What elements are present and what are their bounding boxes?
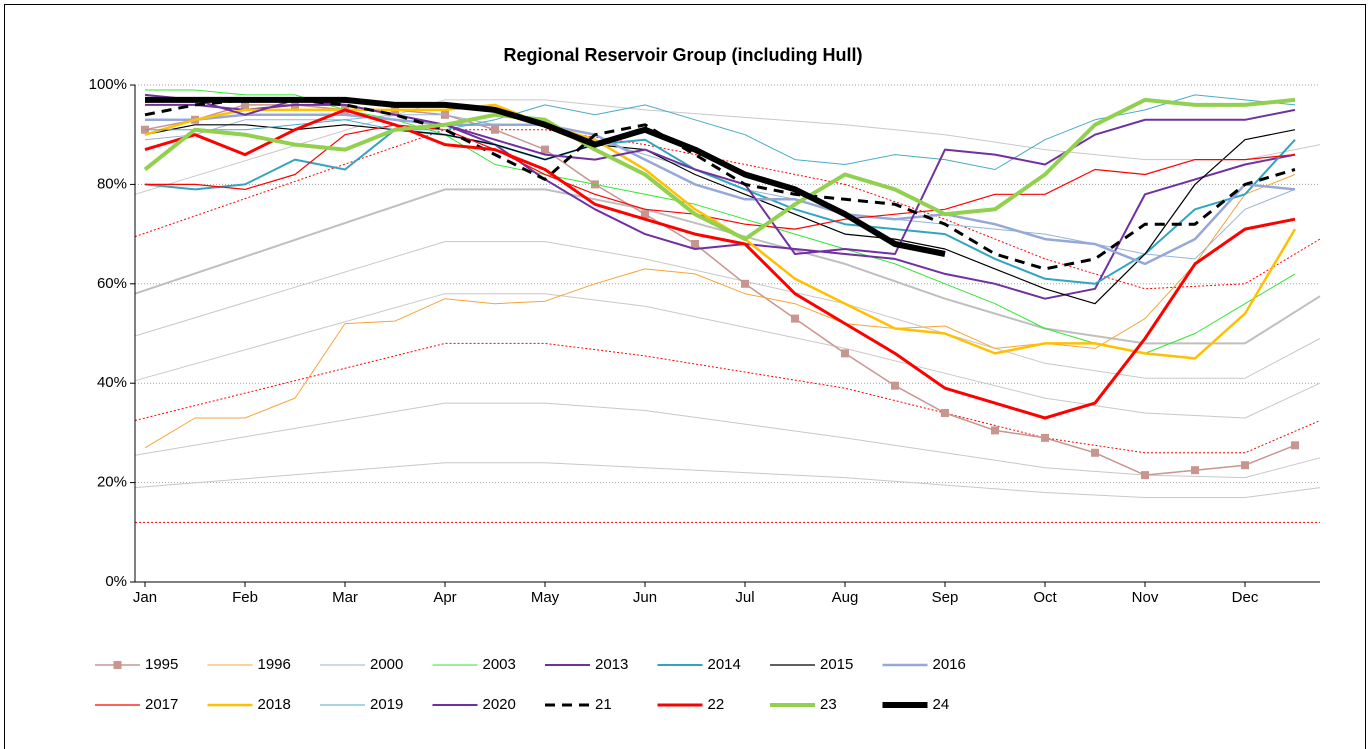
reference-line [134,402,1321,479]
legend-label: 23 [820,696,837,713]
legend-label: 2020 [483,696,516,713]
legend-label: 2017 [145,696,178,713]
chart-title: Regional Reservoir Group (including Hull… [503,45,862,65]
data-point [241,100,249,109]
data-point [941,409,949,418]
legend-label: 24 [933,696,950,713]
legend-label: 21 [595,696,612,713]
y-tick-label: 0% [105,573,127,590]
data-point [1141,471,1149,480]
reference-line [134,241,1321,379]
legend-label: 2016 [933,656,966,673]
data-point [691,240,699,249]
legend-label: 1996 [258,656,291,673]
x-tick-label: Jul [735,589,754,606]
x-tick-label: Jan [133,589,157,606]
data-point [1291,441,1299,450]
series-line [143,97,1296,242]
data-point [891,381,899,390]
x-tick-label: Dec [1232,589,1259,606]
data-point [791,314,799,323]
reference-line [134,342,1321,454]
y-tick-label: 60% [97,275,127,292]
series-line [144,124,1296,305]
data-point [1241,461,1249,470]
y-tick-label: 20% [97,474,127,491]
legend-label: 2019 [370,696,403,713]
x-tick-label: Sep [932,589,959,606]
data-point [1091,448,1099,457]
series-line [145,94,1296,170]
data-point [491,125,499,134]
data-point [1041,433,1049,442]
x-tick-label: Mar [332,589,358,606]
legend-label: 2003 [483,656,516,673]
legend-label: 22 [708,696,725,713]
series-line [144,98,1296,271]
data-point [1191,466,1199,475]
data-point [541,145,549,154]
x-tick-label: Aug [832,589,859,606]
legend-label: 2014 [708,656,741,673]
series-line [145,124,1296,230]
legend-label: 2018 [258,696,291,713]
series-line [144,108,1296,420]
data-point [641,210,649,219]
reference-line [134,462,1321,498]
x-tick-label: Nov [1132,589,1159,606]
legend-label: 2013 [595,656,628,673]
legend-label: 1995 [145,656,178,673]
legend-label: 2015 [820,656,853,673]
series-line [144,103,1297,360]
x-tick-label: Apr [433,589,456,606]
x-tick-label: Jun [633,589,657,606]
x-tick-label: May [531,589,560,606]
y-tick-label: 80% [97,175,127,192]
series-line [144,174,1296,449]
reference-line [134,188,1321,345]
reference-line [134,293,1321,419]
legend-label: 2000 [370,656,403,673]
data-point [991,426,999,435]
x-tick-label: Oct [1033,589,1057,606]
series-line [144,128,1296,285]
y-tick-label: 100% [89,76,127,93]
legend-marker [113,661,122,669]
data-point [741,279,749,288]
data-point [841,349,849,358]
y-tick-label: 40% [97,374,127,391]
chart-border [4,4,1366,749]
series-line [145,96,946,257]
x-tick-label: Feb [232,589,258,606]
